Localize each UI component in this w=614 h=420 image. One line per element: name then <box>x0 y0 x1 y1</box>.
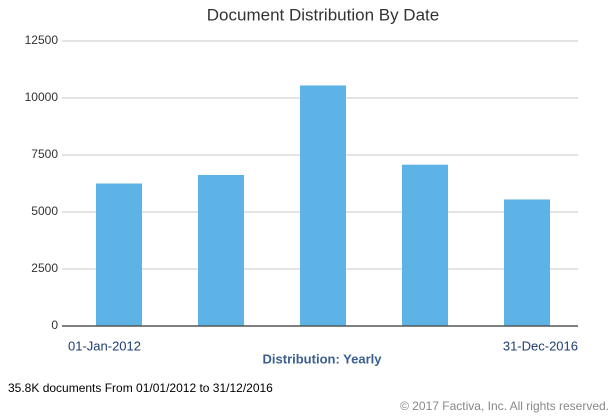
bar <box>198 174 244 326</box>
bar <box>402 164 448 326</box>
x-start-label: 01-Jan-2012 <box>68 338 141 353</box>
copyright: © 2017 Factiva, Inc. All rights reserved… <box>400 399 609 413</box>
bar <box>300 85 346 327</box>
y-tick-label: 2500 <box>31 261 58 275</box>
summary: 35.8K documents From 01/01/2012 to 31/12… <box>8 381 273 395</box>
bar <box>504 199 550 326</box>
chart-title: Document Distribution By Date <box>207 5 439 24</box>
y-tick-label: 0 <box>51 318 58 332</box>
bar <box>96 183 142 326</box>
y-tick-label: 12500 <box>25 33 59 47</box>
y-tick-label: 5000 <box>31 204 58 218</box>
x-end-label: 31-Dec-2016 <box>503 338 578 353</box>
x-axis-label: Distribution: Yearly <box>263 351 383 366</box>
y-tick-label: 7500 <box>31 147 58 161</box>
y-tick-label: 10000 <box>25 90 59 104</box>
